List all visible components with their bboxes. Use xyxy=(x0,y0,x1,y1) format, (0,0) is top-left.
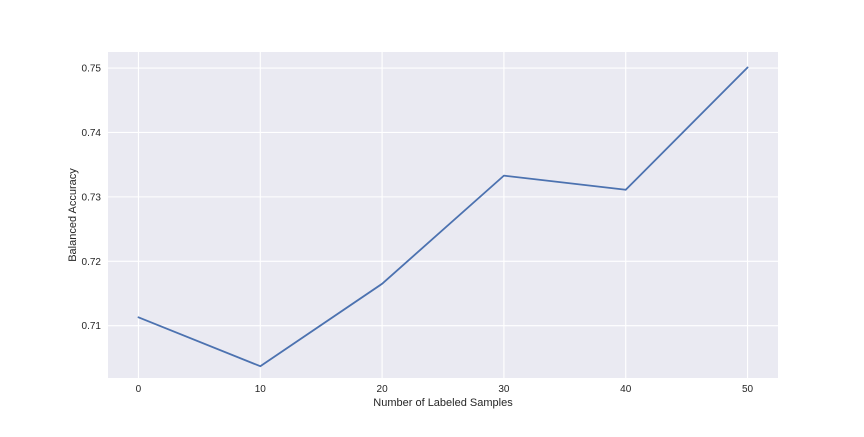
y-tick-labels: 0.71 0.72 0.73 0.74 0.75 xyxy=(82,64,102,333)
x-tick-label: 50 xyxy=(742,384,754,395)
x-tick-label: 20 xyxy=(377,384,389,395)
plot-area xyxy=(108,52,778,378)
y-tick-label: 0.72 xyxy=(82,257,102,268)
y-tick-label: 0.74 xyxy=(82,128,102,139)
x-tick-label: 40 xyxy=(620,384,632,395)
x-tick-label: 30 xyxy=(498,384,510,395)
x-axis-label: Number of Labeled Samples xyxy=(373,397,513,409)
x-tick-label: 0 xyxy=(136,384,142,395)
y-axis-label: Balanced Accuracy xyxy=(67,168,79,262)
x-tick-labels: 0 10 20 30 40 50 xyxy=(136,384,754,395)
y-tick-label: 0.75 xyxy=(82,64,102,75)
y-tick-label: 0.71 xyxy=(82,321,102,332)
y-tick-label: 0.73 xyxy=(82,192,102,203)
x-tick-label: 10 xyxy=(255,384,267,395)
